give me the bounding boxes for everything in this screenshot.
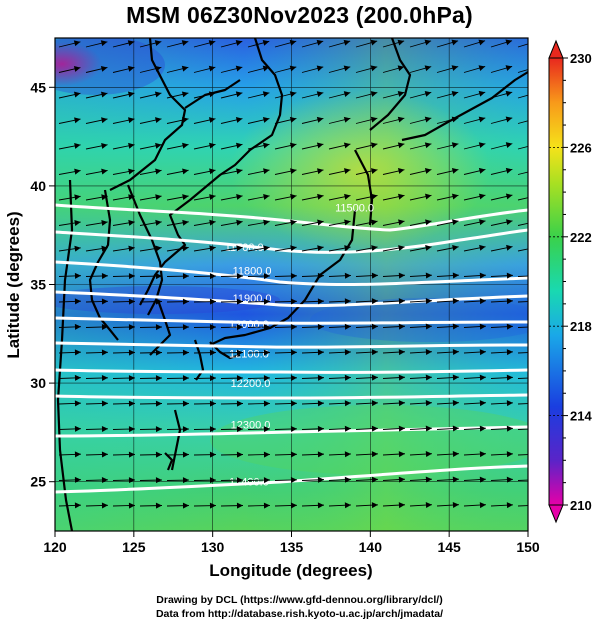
y-tick-label: 35 <box>30 277 46 293</box>
colorbar-tick-label: 230 <box>570 51 592 66</box>
y-axis-label: Latitude (degrees) <box>4 211 23 358</box>
contour-label: 11700.0 <box>225 242 264 254</box>
height-contours <box>55 203 528 494</box>
contour-line-12400 <box>55 464 528 494</box>
contour-line-12000 <box>55 341 528 349</box>
wind-vectors <box>58 39 528 509</box>
x-tick-label: 125 <box>122 539 146 555</box>
contour-label: 11500.0 <box>335 203 374 215</box>
y-tick-label: 25 <box>30 474 46 490</box>
colorbar-tick-label: 222 <box>570 230 592 245</box>
contour-line-12300 <box>55 425 528 438</box>
y-axis: 25 30 35 40 45 <box>30 79 55 490</box>
contour-label: 11900.0 <box>233 293 272 305</box>
credit-drawing: Drawing by DCL (https://www.gfd-dennou.o… <box>156 594 443 606</box>
contour-line-12100 <box>55 368 528 374</box>
grid-lines <box>55 38 528 531</box>
map-title: MSM 06Z30Nov2023 (200.0hPa) <box>126 2 473 28</box>
contour-line-11800 <box>55 290 528 308</box>
colorbar-gradient <box>548 57 564 506</box>
x-tick-label: 145 <box>437 539 461 555</box>
x-tick-label: 135 <box>280 539 304 555</box>
colorbar-tick-label: 226 <box>570 140 592 155</box>
contour-label: 12100.0 <box>229 348 269 360</box>
x-tick-label: 140 <box>359 539 383 555</box>
credit-data-source: Data from http://database.rish.kyoto-u.a… <box>155 608 444 620</box>
x-axis: 120 125 130 135 140 145 150 <box>43 531 540 555</box>
y-tick-label: 40 <box>30 178 46 194</box>
contour-label: 11800.0 <box>233 266 272 278</box>
x-tick-label: 120 <box>43 539 67 555</box>
contour-line-11500 <box>55 203 528 232</box>
y-tick-label: 30 <box>30 375 46 391</box>
colorbar-tick-label: 214 <box>570 409 592 424</box>
colorbar-tick-label: 218 <box>570 319 592 334</box>
colorbar-tick-label: 210 <box>570 498 592 513</box>
x-tick-label: 130 <box>201 539 225 555</box>
contour-line-11900 <box>55 316 528 325</box>
contour-label: 12000.0 <box>229 319 269 331</box>
colorbar-max-arrow <box>548 39 564 59</box>
contour-line-12200 <box>55 393 528 400</box>
contour-line-11700 <box>55 260 528 287</box>
colorbar-min-arrow <box>548 504 564 524</box>
y-tick-label: 45 <box>30 79 46 95</box>
x-axis-label: Longitude (degrees) <box>209 561 372 580</box>
map-plot-area: 11500.0 11700.0 11800.0 11900.0 12000.0 12100… <box>55 38 528 531</box>
colorbar: 210 214 218 222 226 230 <box>548 39 592 524</box>
x-tick-label: 150 <box>516 539 540 555</box>
contour-label: 12200.0 <box>231 378 271 390</box>
contour-label: 12400.0 <box>229 477 269 489</box>
contour-line-11600 <box>55 228 528 254</box>
